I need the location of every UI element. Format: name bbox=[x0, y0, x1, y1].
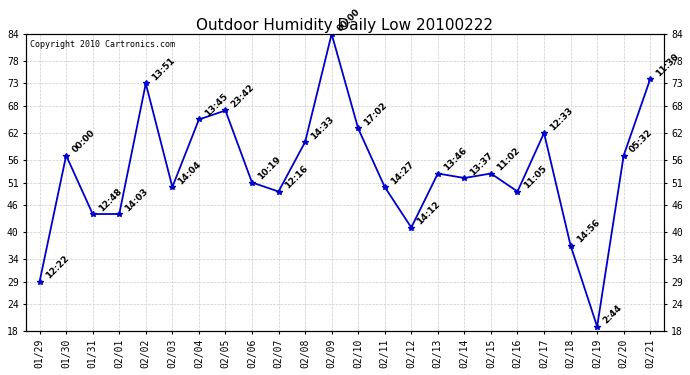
Text: 10:19: 10:19 bbox=[256, 155, 283, 182]
Text: 13:45: 13:45 bbox=[203, 92, 230, 119]
Text: 11:02: 11:02 bbox=[495, 146, 522, 173]
Text: 11:05: 11:05 bbox=[522, 164, 548, 191]
Text: 14:27: 14:27 bbox=[389, 159, 415, 186]
Text: 12:48: 12:48 bbox=[97, 186, 124, 213]
Text: 05:32: 05:32 bbox=[628, 128, 654, 155]
Text: 13:37: 13:37 bbox=[469, 150, 495, 177]
Text: 00:00: 00:00 bbox=[336, 7, 362, 33]
Text: 14:12: 14:12 bbox=[415, 200, 442, 227]
Text: 14:33: 14:33 bbox=[309, 114, 336, 141]
Text: 17:02: 17:02 bbox=[362, 101, 389, 128]
Text: 23:42: 23:42 bbox=[230, 83, 256, 110]
Text: 14:56: 14:56 bbox=[575, 218, 602, 245]
Text: 13:46: 13:46 bbox=[442, 146, 469, 173]
Text: 12:22: 12:22 bbox=[43, 254, 70, 281]
Text: 12:16: 12:16 bbox=[283, 164, 309, 191]
Text: 00:00: 00:00 bbox=[70, 129, 97, 155]
Text: 14:03: 14:03 bbox=[124, 187, 150, 213]
Text: 14:04: 14:04 bbox=[177, 159, 204, 186]
Title: Outdoor Humidity Daily Low 20100222: Outdoor Humidity Daily Low 20100222 bbox=[197, 18, 493, 33]
Text: 13:51: 13:51 bbox=[150, 56, 177, 83]
Text: Copyright 2010 Cartronics.com: Copyright 2010 Cartronics.com bbox=[30, 40, 175, 49]
Text: 11:30: 11:30 bbox=[654, 52, 681, 78]
Text: 2:44: 2:44 bbox=[601, 303, 624, 326]
Text: 12:33: 12:33 bbox=[549, 106, 575, 132]
